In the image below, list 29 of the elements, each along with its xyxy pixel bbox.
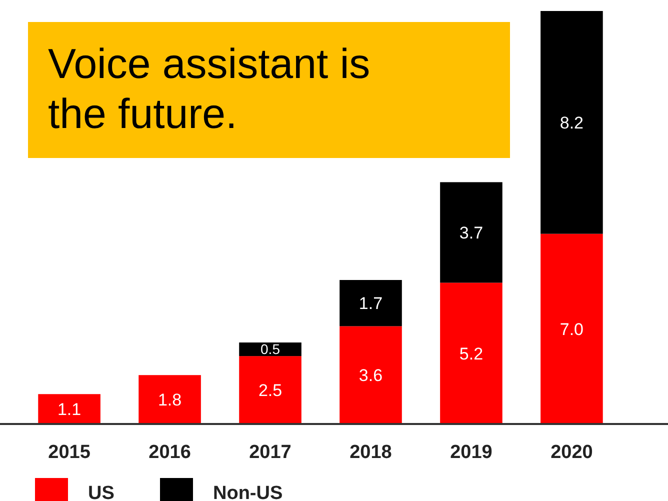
data-label: 7.0 — [560, 320, 584, 339]
data-label: 1.7 — [358, 294, 383, 314]
x-tick-label: 2019 — [450, 442, 492, 463]
x-tick-label: 2017 — [249, 442, 292, 463]
data-label: 5.2 — [459, 344, 484, 364]
bar — [540, 234, 603, 424]
bar — [138, 375, 201, 424]
data-label: 8.2 — [560, 113, 584, 132]
bar — [340, 280, 402, 326]
bar — [38, 394, 100, 424]
data-label: 3.6 — [358, 366, 383, 386]
data-label: 1.1 — [57, 400, 82, 420]
data-label: 1.8 — [158, 390, 182, 410]
x-tick-label: 2015 — [48, 442, 91, 463]
data-label: 0.5 — [260, 341, 280, 358]
legend-label: Non-US — [213, 483, 283, 501]
data-label: 3.7 — [459, 223, 484, 242]
data-label: 2.5 — [258, 380, 282, 400]
x-tick-label: 2018 — [350, 442, 392, 463]
bar — [239, 342, 302, 356]
bar — [440, 182, 502, 283]
legend-label: US — [88, 483, 114, 501]
bar — [440, 282, 502, 424]
text: Voice assistant is the future. — [48, 40, 370, 137]
bar — [239, 356, 302, 424]
bar — [540, 11, 603, 234]
bar — [340, 326, 402, 424]
x-tick-label: 2020 — [550, 442, 593, 463]
x-tick-label: 2016 — [148, 442, 191, 463]
